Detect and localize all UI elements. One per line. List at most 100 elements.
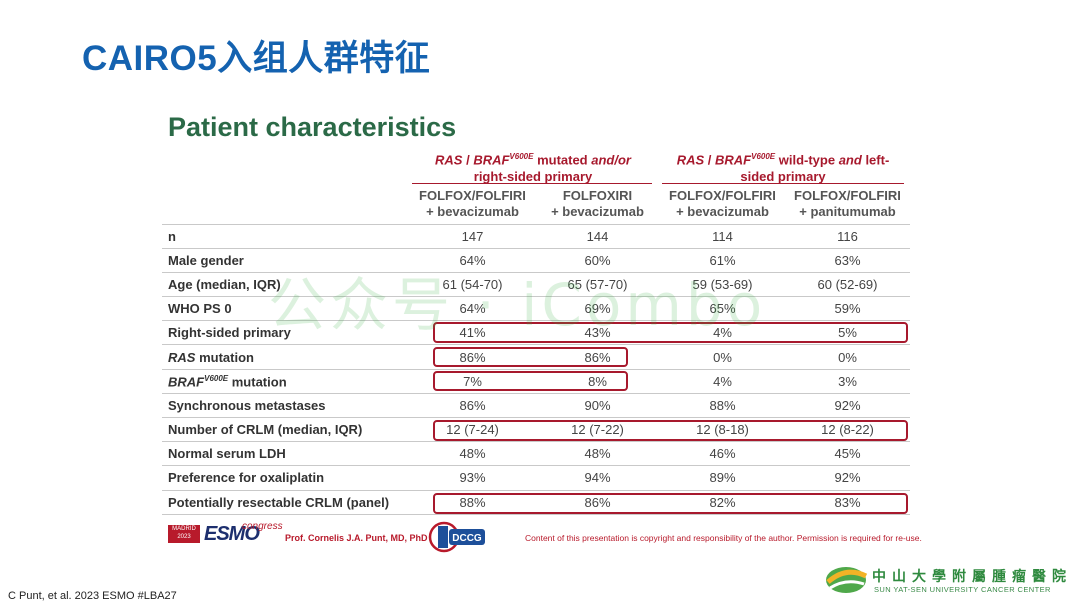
table-cell: 64%	[410, 248, 535, 273]
table-row: Male gender 64% 60% 61% 63%	[162, 248, 910, 273]
table-row: n 147 144 114 116	[162, 224, 910, 249]
table-cell: 12 (7-24)	[410, 417, 535, 443]
row-label: Preference for oxaliplatin	[162, 465, 410, 491]
patient-characteristics-table: FOLFOX/FOLFIRI + bevacizumab FOLFOXIRI + b…	[162, 185, 910, 515]
esmo-congress: congress	[242, 521, 283, 532]
table-row: RAS mutation 86% 86% 0% 0%	[162, 344, 910, 370]
row-label: Normal serum LDH	[162, 441, 410, 467]
dccg-logo: DCCG	[428, 521, 485, 553]
table-row: Normal serum LDH 48% 48% 46% 45%	[162, 441, 910, 467]
table-cell: 86%	[410, 393, 535, 419]
table-cell: 0%	[660, 344, 785, 370]
table-cell: 7%	[410, 369, 535, 394]
group-header-wildtype: RAS / BRAFV600E wild-type and left- side…	[660, 148, 906, 184]
table-cell: 12 (8-18)	[660, 417, 785, 443]
table-cell: 83%	[785, 490, 910, 515]
table-cell: 144	[535, 224, 660, 249]
group2-sep: /	[704, 152, 715, 168]
table-cell: 0%	[785, 344, 910, 370]
column-header: FOLFOX/FOLFIRI + bevacizumab	[660, 185, 785, 225]
column-header-line1: FOLFOXIRI	[562, 188, 633, 204]
row-label-rest: mutation	[195, 349, 254, 365]
table-cell: 94%	[535, 465, 660, 491]
table-cell: 82%	[660, 490, 785, 515]
table-row: Number of CRLM (median, IQR) 12 (7-24) 1…	[162, 417, 910, 443]
row-label: Synchronous metastases	[162, 393, 410, 419]
slide-title: CAIRO5入组人群特征	[82, 39, 431, 78]
row-label: Number of CRLM (median, IQR)	[162, 417, 410, 443]
table-cell: 93%	[410, 465, 535, 491]
column-header-line2: + panitumumab	[799, 204, 896, 220]
table-cell: 60%	[535, 248, 660, 273]
table-cell: 12 (7-22)	[535, 417, 660, 443]
copyright-notice: Content of this presentation is copyrigh…	[525, 533, 922, 543]
group2-text-end: left-	[861, 152, 890, 168]
row-label: Right-sided primary	[162, 320, 410, 346]
group2-ras: RAS	[676, 152, 705, 168]
table-row: WHO PS 0 64% 69% 65% 59%	[162, 296, 910, 322]
table-cell: 69%	[535, 296, 660, 322]
watermark: 公众号 · iCombo	[268, 271, 767, 339]
dccg-label: DCCG	[452, 533, 482, 544]
group-header-mutated: RAS / BRAFV600E mutated and/or right-sid…	[410, 148, 656, 184]
panel-title: Patient characteristics	[168, 112, 457, 142]
empty-header-cell	[162, 185, 410, 225]
column-header-line2: + bevacizumab	[551, 204, 644, 220]
table-cell: 147	[410, 224, 535, 249]
table-cell: 61%	[660, 248, 785, 273]
table-row: Age (median, IQR) 61 (54-70) 65 (57-70) …	[162, 272, 910, 298]
row-label: WHO PS 0	[162, 296, 410, 322]
group1-text: mutated	[533, 152, 592, 168]
column-header-row: FOLFOX/FOLFIRI + bevacizumab FOLFOXIRI + b…	[162, 185, 910, 225]
group1-sup: V600E	[509, 152, 534, 161]
table-cell: 59 (53-69)	[660, 272, 785, 298]
table-cell: 116	[785, 224, 910, 249]
group2-conj: and	[838, 152, 862, 168]
row-label: Male gender	[162, 248, 410, 273]
row-label: Age (median, IQR)	[162, 272, 410, 298]
row-label: n	[162, 224, 410, 249]
table-cell: 86%	[535, 490, 660, 515]
table-cell: 64%	[410, 296, 535, 322]
column-header: FOLFOX/FOLFIRI + bevacizumab	[410, 185, 535, 225]
table-cell: 63%	[785, 248, 910, 273]
table-cell: 86%	[410, 344, 535, 370]
hospital-logo-icon	[826, 567, 868, 593]
column-header-line1: FOLFOX/FOLFIRI	[794, 188, 901, 204]
group2-line2: sided primary	[740, 169, 826, 185]
group2-braf: BRAF	[715, 152, 752, 168]
table-cell: 65%	[660, 296, 785, 322]
row-label: Potentially resectable CRLM (panel)	[162, 490, 410, 515]
table-cell: 5%	[785, 320, 910, 346]
esmo-badge: MADRID 2023	[168, 525, 200, 543]
hospital-name-en: SUN YAT-SEN UNIVERSITY CANCER CENTER	[874, 585, 1051, 594]
hospital-name-cn: 中山大學附屬腫瘤醫院	[872, 569, 1072, 585]
column-header-line1: FOLFOX/FOLFIRI	[419, 188, 526, 204]
table-cell: 3%	[785, 369, 910, 394]
table-cell: 92%	[785, 465, 910, 491]
citation: C Punt, et al. 2023 ESMO #LBA27	[8, 590, 177, 602]
table-cell: 61 (54-70)	[410, 272, 535, 298]
table-cell: 89%	[660, 465, 785, 491]
presenter-name: Prof. Cornelis J.A. Punt, MD, PhD	[285, 533, 428, 543]
embedded-slide-footer: MADRID 2023 ESMO congress Prof. Cornelis…	[165, 520, 922, 553]
row-label-sup: V600E	[204, 373, 229, 383]
row-label-italic: RAS	[168, 349, 196, 365]
table-cell: 8%	[535, 369, 660, 394]
table-cell: 65 (57-70)	[535, 272, 660, 298]
table-cell: 60 (52-69)	[785, 272, 910, 298]
group1-ras: RAS	[435, 152, 463, 168]
esmo-logo: MADRID 2023 ESMO congress	[168, 521, 283, 547]
row-label: RAS mutation	[162, 344, 410, 370]
row-label-italic: BRAF	[168, 373, 205, 389]
table-cell: 48%	[410, 441, 535, 467]
group2-text: wild-type	[775, 152, 839, 168]
table-cell: 45%	[785, 441, 910, 467]
group2-sup: V600E	[751, 152, 776, 161]
table-cell: 92%	[785, 393, 910, 419]
table-cell: 46%	[660, 441, 785, 467]
table-cell: 59%	[785, 296, 910, 322]
group1-sep: /	[462, 152, 474, 168]
column-header: FOLFOX/FOLFIRI + panitumumab	[785, 185, 910, 225]
esmo-wordmark: ESMO	[204, 523, 260, 545]
